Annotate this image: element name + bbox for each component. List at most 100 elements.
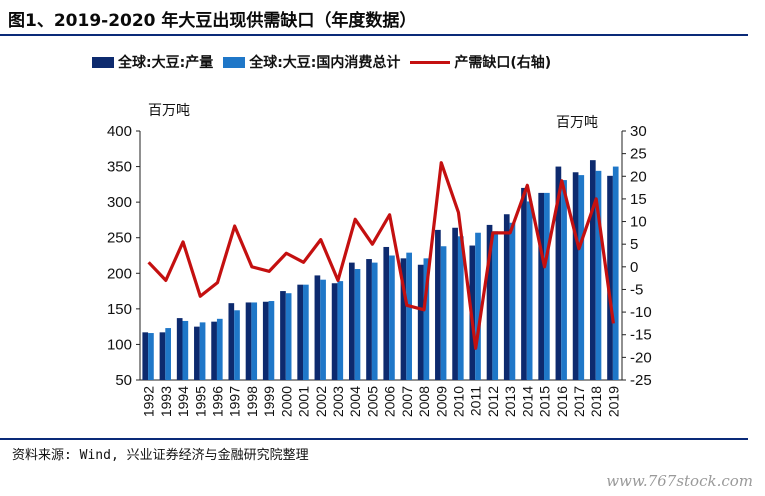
x-tick-label: 1997 bbox=[227, 386, 243, 417]
x-tick-label: 2019 bbox=[605, 386, 621, 417]
right-tick-label: 0 bbox=[630, 259, 638, 276]
consumption-bar bbox=[199, 322, 206, 380]
consumption-bar bbox=[492, 231, 499, 380]
x-tick-label: 2012 bbox=[485, 386, 501, 417]
legend-label-gap: 产需缺口(右轴) bbox=[454, 55, 552, 71]
consumption-bar bbox=[320, 279, 326, 380]
watermark: www.767stock.com bbox=[606, 472, 753, 490]
legend-label-production: 全球:大豆:产量 bbox=[118, 55, 214, 71]
x-tick-label: 1993 bbox=[158, 386, 174, 417]
x-tick-label: 2015 bbox=[537, 386, 553, 417]
left-tick-label: 200 bbox=[107, 265, 132, 282]
production-bar bbox=[211, 321, 217, 380]
consumption-bar bbox=[423, 258, 430, 380]
source-rule bbox=[0, 438, 748, 440]
right-tick-label: 30 bbox=[630, 123, 647, 140]
consumption-bar bbox=[595, 170, 602, 380]
production-bar bbox=[280, 291, 286, 380]
x-tick-label: 2005 bbox=[364, 386, 380, 417]
consumption-bar bbox=[578, 175, 585, 380]
x-tick-label: 1999 bbox=[261, 386, 277, 417]
production-bar bbox=[383, 246, 390, 380]
consumption-bar bbox=[440, 246, 447, 380]
consumption-bar bbox=[544, 192, 550, 380]
production-bar bbox=[348, 262, 355, 380]
production-bar bbox=[314, 275, 321, 380]
right-tick-label: -10 bbox=[630, 304, 652, 321]
figure-title: 图1、2019-2020 年大豆出现供需缺口（年度数据） bbox=[8, 11, 417, 31]
consumption-bar bbox=[475, 232, 481, 380]
x-tick-label: 2013 bbox=[502, 386, 518, 417]
x-tick-label: 2006 bbox=[382, 386, 398, 417]
left-tick-label: 50 bbox=[115, 372, 132, 389]
source-note: 资料来源: Wind, 兴业证券经济与金融研究院整理 bbox=[12, 448, 309, 463]
title-rule bbox=[0, 34, 748, 36]
consumption-bar bbox=[354, 269, 361, 380]
consumption-bar bbox=[182, 320, 189, 380]
consumption-bar bbox=[612, 166, 619, 380]
x-tick-label: 2008 bbox=[416, 386, 432, 417]
consumption-bar bbox=[526, 201, 533, 380]
consumption-bar bbox=[457, 236, 464, 380]
production-bar bbox=[159, 332, 166, 380]
gap-line bbox=[147, 161, 615, 350]
production-bar bbox=[142, 332, 149, 380]
production-bar bbox=[262, 301, 269, 380]
production-bar bbox=[194, 326, 200, 380]
production-bar bbox=[297, 284, 304, 380]
left-tick-label: 350 bbox=[107, 159, 132, 176]
x-tick-label: 1998 bbox=[244, 386, 260, 417]
consumption-bar bbox=[406, 252, 412, 380]
production-bar bbox=[400, 258, 407, 380]
left-axis-unit: 百万吨 bbox=[148, 103, 190, 119]
x-tick-label: 1994 bbox=[175, 386, 191, 417]
x-tick-label: 2010 bbox=[450, 386, 466, 417]
x-tick-label: 2009 bbox=[433, 386, 449, 417]
production-bar bbox=[538, 192, 545, 380]
left-tick-label: 400 bbox=[107, 123, 132, 140]
x-tick-label: 1995 bbox=[192, 386, 208, 417]
consumption-bar bbox=[337, 281, 344, 380]
production-bar bbox=[228, 303, 235, 380]
left-tick-label: 100 bbox=[107, 336, 132, 353]
legend-swatch-consumption bbox=[223, 56, 246, 68]
legend-item-consumption: 全球:大豆:国内消费总计 bbox=[223, 52, 400, 72]
consumption-bar bbox=[148, 333, 154, 380]
right-axis-unit: 百万吨 bbox=[556, 115, 598, 131]
right-tick-label: 5 bbox=[630, 236, 638, 253]
right-tick-label: 20 bbox=[630, 168, 647, 185]
production-bar bbox=[572, 172, 579, 380]
right-tick-label: -5 bbox=[630, 281, 643, 298]
legend-label-consumption: 全球:大豆:国内消费总计 bbox=[249, 55, 401, 71]
x-tick-label: 2002 bbox=[313, 386, 329, 417]
production-bar bbox=[589, 160, 596, 380]
right-tick-label: 25 bbox=[630, 146, 647, 163]
production-bar bbox=[486, 224, 493, 380]
production-bar bbox=[176, 318, 183, 380]
consumption-bar bbox=[509, 222, 516, 380]
x-tick-label: 2000 bbox=[278, 386, 294, 417]
x-tick-label: 2007 bbox=[399, 386, 415, 417]
right-tick-label: -20 bbox=[630, 349, 652, 366]
x-tick-label: 2018 bbox=[588, 386, 604, 417]
x-tick-label: 2001 bbox=[296, 386, 312, 417]
production-bar bbox=[366, 259, 372, 380]
consumption-bar bbox=[389, 255, 395, 380]
x-tick-label: 1996 bbox=[209, 386, 225, 417]
left-tick-label: 250 bbox=[107, 230, 132, 247]
x-tick-label: 2016 bbox=[554, 386, 570, 417]
production-bar bbox=[435, 229, 441, 380]
consumption-bar bbox=[234, 310, 240, 380]
consumption-bar bbox=[251, 302, 258, 380]
production-bar bbox=[331, 283, 338, 380]
x-tick-label: 1992 bbox=[141, 386, 157, 417]
legend-swatch-gap bbox=[410, 60, 451, 64]
x-tick-label: 2004 bbox=[347, 386, 363, 417]
left-tick-label: 300 bbox=[107, 194, 132, 211]
production-bar bbox=[245, 302, 252, 380]
production-bar bbox=[555, 166, 562, 380]
right-tick-label: 10 bbox=[630, 214, 647, 231]
legend-item-gap: 产需缺口(右轴) bbox=[410, 52, 551, 72]
legend-item-production: 全球:大豆:产量 bbox=[92, 52, 213, 72]
